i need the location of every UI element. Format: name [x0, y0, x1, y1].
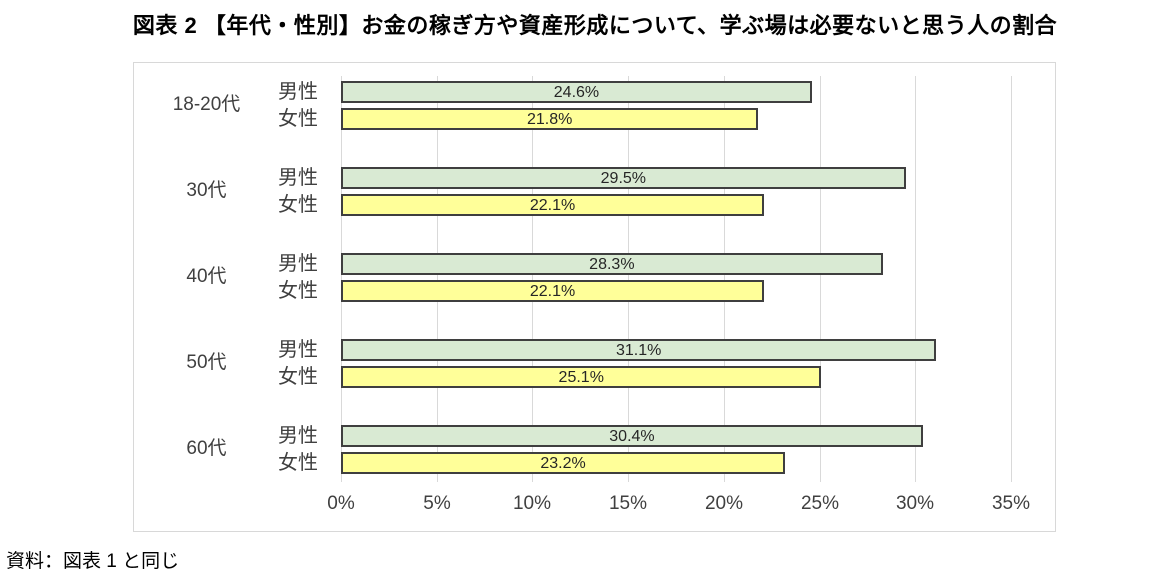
gridline [1011, 76, 1012, 482]
bar-male-60代: 30.4% [341, 425, 923, 447]
category-label: 50代 [186, 352, 227, 373]
bar-value-label: 22.1% [529, 282, 576, 300]
source-note: 資料：図表 1 と同じ [6, 551, 180, 572]
x-tick-label: 35% [991, 493, 1031, 514]
gridline [341, 76, 342, 482]
bar-male-40代: 28.3% [341, 253, 883, 275]
category-label: 60代 [186, 438, 227, 459]
bar-value-label: 30.4% [609, 427, 655, 445]
x-tick-label: 10% [512, 493, 552, 514]
series-label-female: 女性 [278, 366, 318, 388]
chart-title: 図表 2 【年代・性別】お金の稼ぎ方や資産形成について、学ぶ場は必要ないと思う人… [132, 13, 1058, 38]
series-label-male: 男性 [278, 425, 318, 447]
bar-value-label: 21.8% [526, 110, 573, 128]
plot-area: 24.6% 21.8% 29.5% 22.1% 28.3% 22.1% 31.1% 25.1%… [341, 76, 1012, 482]
gridline [436, 76, 438, 482]
series-label-female: 女性 [278, 194, 318, 216]
category-label: 30代 [186, 180, 227, 201]
bar-female-60代: 23.2% [341, 452, 786, 474]
gridline [819, 76, 821, 482]
series-label-male: 男性 [278, 253, 318, 275]
bar-male-50代: 31.1% [341, 339, 937, 361]
series-label-female: 女性 [278, 280, 318, 302]
bar-male-30代: 29.5% [341, 167, 906, 189]
bar-value-label: 23.2% [540, 454, 586, 472]
chart-frame: 24.6% 21.8% 29.5% 22.1% 28.3% 22.1% 31.1% 25.1%… [133, 62, 1056, 532]
bar-male-18-20代: 24.6% [341, 81, 812, 103]
gridline [532, 76, 534, 482]
series-label-male: 男性 [278, 339, 318, 361]
category-label: 40代 [186, 266, 227, 287]
x-tick-label: 5% [423, 493, 451, 514]
x-tick-label: 30% [895, 493, 935, 514]
gridline [915, 76, 917, 482]
series-label-male: 男性 [278, 81, 318, 103]
bar-value-label: 28.3% [589, 255, 635, 273]
category-label: 18-20代 [172, 94, 241, 115]
series-label-female: 女性 [278, 452, 318, 474]
bar-female-40代: 22.1% [341, 280, 765, 302]
bar-value-label: 24.6% [553, 83, 600, 101]
bar-value-label: 29.5% [600, 169, 647, 187]
series-label-female: 女性 [278, 108, 318, 130]
series-label-male: 男性 [278, 167, 318, 189]
bar-value-label: 25.1% [558, 368, 604, 386]
x-tick-label: 15% [608, 493, 648, 514]
x-tick-label: 20% [704, 493, 744, 514]
gridline [628, 76, 630, 482]
bar-value-label: 22.1% [529, 196, 576, 214]
gridline [723, 76, 725, 482]
bar-female-30代: 22.1% [341, 194, 765, 216]
bar-value-label: 31.1% [615, 341, 662, 359]
x-tick-label: 25% [800, 493, 840, 514]
bar-female-18-20代: 21.8% [341, 108, 759, 130]
bar-female-50代: 25.1% [341, 366, 822, 388]
x-tick-label: 0% [327, 493, 355, 514]
